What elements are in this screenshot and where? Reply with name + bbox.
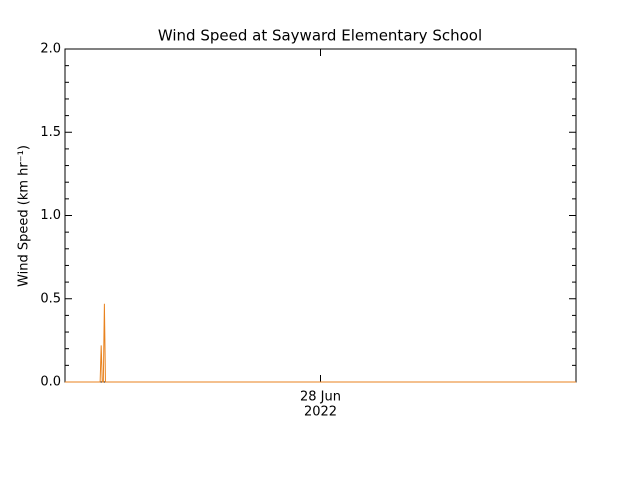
y-tick-label: 2.0 — [40, 42, 61, 57]
y-tick-label: 0.0 — [40, 375, 61, 390]
y-axis-label: Wind Speed (km hr⁻¹) — [17, 145, 32, 287]
x-tick-year: 2022 — [304, 405, 337, 420]
plot-frame — [64, 48, 577, 383]
data-line — [65, 303, 576, 383]
chart-title: Wind Speed at Sayward Elementary School — [158, 27, 482, 45]
y-tick-label: 1.0 — [40, 208, 61, 223]
x-tick-label: 28 Jun — [300, 390, 341, 405]
y-tick-label: 1.5 — [40, 125, 61, 140]
y-tick-label: 0.5 — [40, 291, 61, 306]
